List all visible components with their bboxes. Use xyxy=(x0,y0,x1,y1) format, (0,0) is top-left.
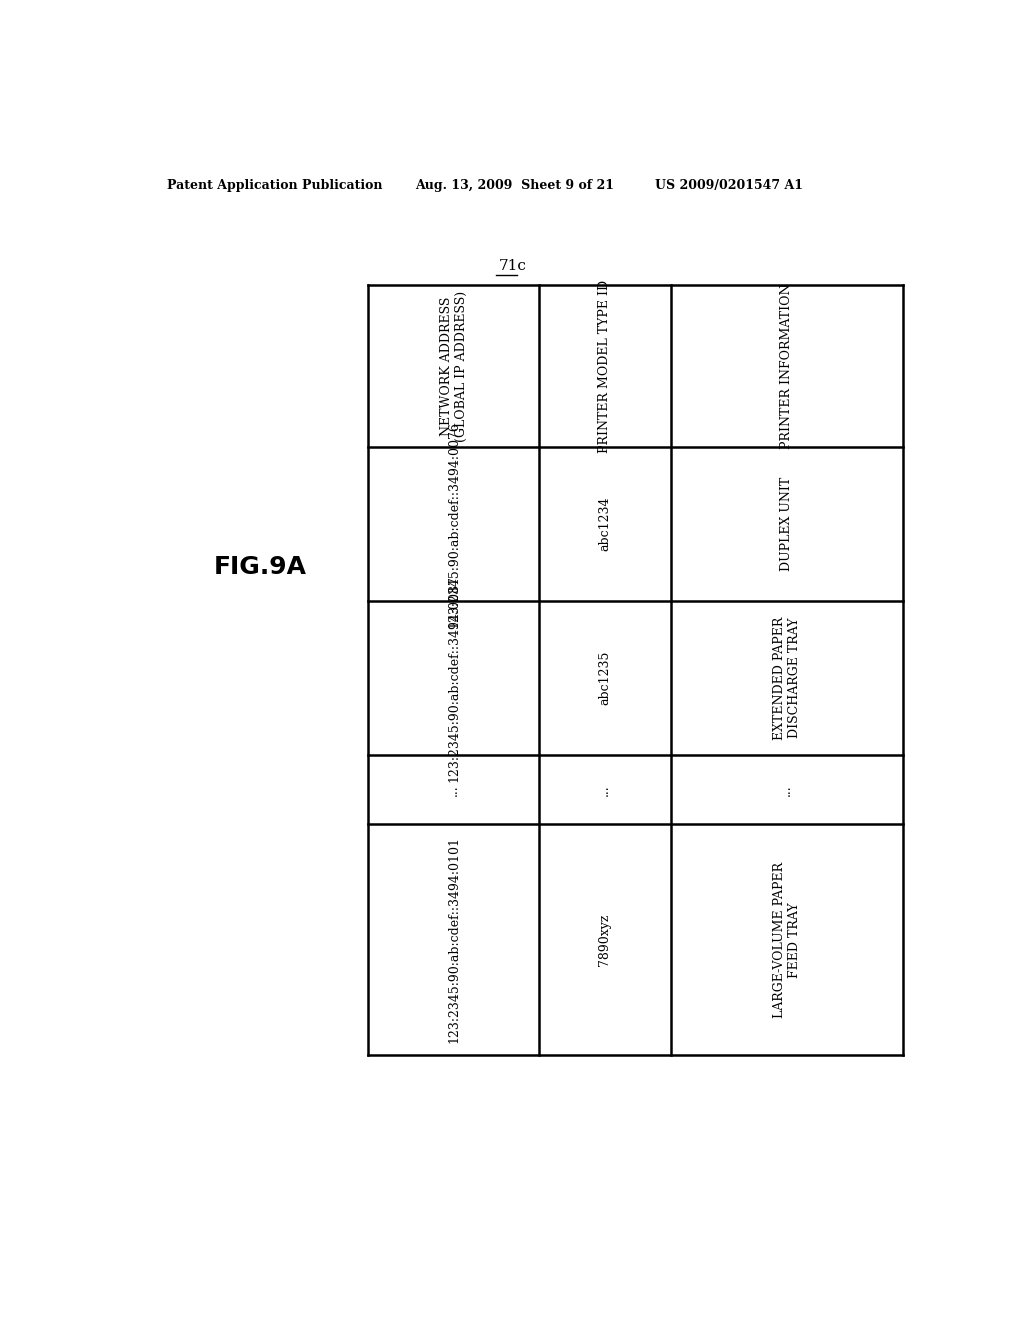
Text: NETWORK ADDRESS
(GLOBAL IP ADDRESS): NETWORK ADDRESS (GLOBAL IP ADDRESS) xyxy=(439,290,468,442)
Text: abc1234: abc1234 xyxy=(598,496,611,552)
Text: ...: ... xyxy=(780,784,794,796)
Text: PRINTER INFORMATION: PRINTER INFORMATION xyxy=(780,284,794,449)
Text: ...: ... xyxy=(598,784,611,796)
Text: ...: ... xyxy=(447,784,460,796)
Text: 123:2345:90:ab:cdef::3494:0076: 123:2345:90:ab:cdef::3494:0076 xyxy=(447,421,460,627)
Text: EXTENDED PAPER
DISCHARGE TRAY: EXTENDED PAPER DISCHARGE TRAY xyxy=(773,616,801,739)
Text: LARGE-VOLUME PAPER
FEED TRAY: LARGE-VOLUME PAPER FEED TRAY xyxy=(773,862,801,1018)
Text: Patent Application Publication: Patent Application Publication xyxy=(167,180,382,193)
Text: 71c: 71c xyxy=(499,259,526,273)
Text: DUPLEX UNIT: DUPLEX UNIT xyxy=(780,477,794,572)
Text: PRINTER MODEL TYPE ID: PRINTER MODEL TYPE ID xyxy=(598,280,611,453)
Text: 7890xyz: 7890xyz xyxy=(598,913,611,966)
Text: FIG.9A: FIG.9A xyxy=(213,556,306,579)
Text: US 2009/0201547 A1: US 2009/0201547 A1 xyxy=(655,180,803,193)
Text: Aug. 13, 2009  Sheet 9 of 21: Aug. 13, 2009 Sheet 9 of 21 xyxy=(415,180,613,193)
Text: 123:2345:90:ab:cdef::3494:0087: 123:2345:90:ab:cdef::3494:0087 xyxy=(447,574,460,781)
Text: abc1235: abc1235 xyxy=(598,651,611,705)
Text: 123:2345:90:ab:cdef::3494:0101: 123:2345:90:ab:cdef::3494:0101 xyxy=(447,837,460,1043)
